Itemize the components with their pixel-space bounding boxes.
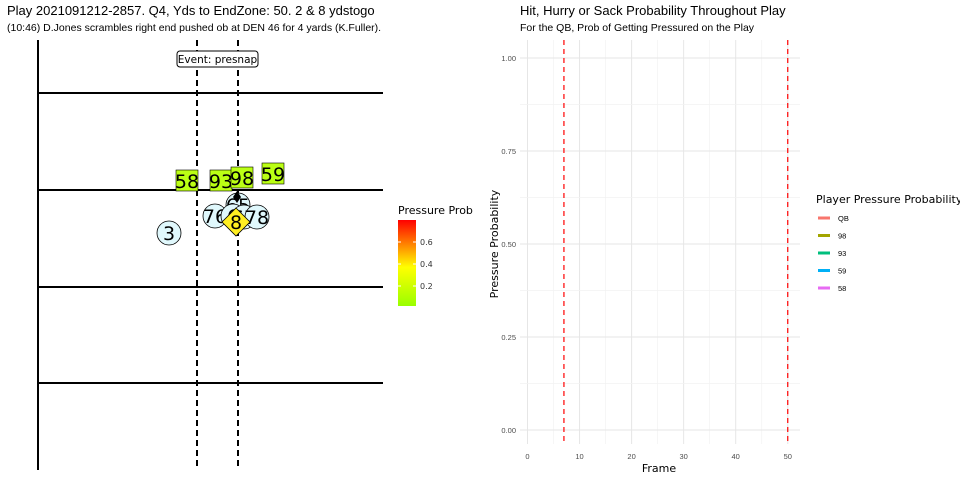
event-label: Event: presnap xyxy=(178,54,258,66)
probability-chart-panel: Hit, Hurry or Sack Probability Throughou… xyxy=(480,0,960,480)
y-tick-label: 0.50 xyxy=(501,240,516,249)
legend-title: Player Pressure Probability xyxy=(816,193,960,206)
y-tick-label: 0.25 xyxy=(501,333,516,342)
defender-marker: 98 xyxy=(230,166,254,190)
chart-subtitle: For the QB, Prob of Getting Pressured on… xyxy=(520,22,755,34)
legend-label: 58 xyxy=(838,284,846,293)
x-tick-label: 20 xyxy=(627,452,635,461)
defender-marker: 58 xyxy=(175,169,199,193)
event-label-box xyxy=(176,50,259,68)
chart-title: Hit, Hurry or Sack Probability Throughou… xyxy=(520,3,786,18)
qb-label: 8 xyxy=(230,212,242,234)
y-tick-label: 0.75 xyxy=(501,147,516,156)
x-tick-label: 30 xyxy=(679,452,687,461)
offense-player: 3 xyxy=(156,220,182,246)
defender-label: 58 xyxy=(175,171,199,193)
chart-xlabel: Frame xyxy=(642,462,677,475)
pressure-legend-tick: 0.6 xyxy=(420,238,433,247)
field-title: Play 2021091212-2857. Q4, Yds to EndZone… xyxy=(7,3,375,18)
x-tick-label: 50 xyxy=(784,452,792,461)
offense-label: 78 xyxy=(245,207,269,229)
pressure-legend-title: Pressure Prob xyxy=(398,204,473,217)
field-plot: Event: presnap 3 76 65 6 67 78 8 xyxy=(37,40,473,470)
offense-label: 3 xyxy=(163,223,175,245)
defender-marker: 59 xyxy=(261,162,285,186)
probability-chart: 0.00 0.25 0.50 0.75 1.00 0 10 20 30 40 50 Pressure… xyxy=(488,40,960,475)
offense-label: 76 xyxy=(203,206,227,228)
x-tick-label: 0 xyxy=(525,452,529,461)
y-tick-label: 0.00 xyxy=(501,426,516,435)
chart-ylabel: Pressure Probability xyxy=(488,189,501,298)
defender-label: 59 xyxy=(261,164,285,186)
defender-marker: 93 xyxy=(209,169,233,193)
football-marker xyxy=(233,191,241,203)
legend-label: 93 xyxy=(838,249,846,258)
field-panel: Play 2021091212-2857. Q4, Yds to EndZone… xyxy=(7,3,473,470)
field-subtitle: (10:46) D.Jones scrambles right end push… xyxy=(7,22,382,34)
legend-label: 59 xyxy=(838,267,846,276)
offense-player: 78 xyxy=(244,204,270,230)
pressure-legend-tick: 0.4 xyxy=(420,260,433,269)
defender-label: 98 xyxy=(230,168,254,190)
pressure-legend-tick: 0.2 xyxy=(420,282,433,291)
pressure-colorbar xyxy=(398,220,416,306)
y-tick-label: 1.00 xyxy=(501,54,516,63)
offense-player: 76 xyxy=(202,203,228,229)
legend-label: QB xyxy=(838,214,849,223)
qb-marker: 8 xyxy=(221,207,251,237)
defender-label: 93 xyxy=(209,171,233,193)
x-tick-label: 40 xyxy=(732,452,740,461)
legend-label: 98 xyxy=(838,232,846,241)
x-tick-label: 10 xyxy=(575,452,583,461)
